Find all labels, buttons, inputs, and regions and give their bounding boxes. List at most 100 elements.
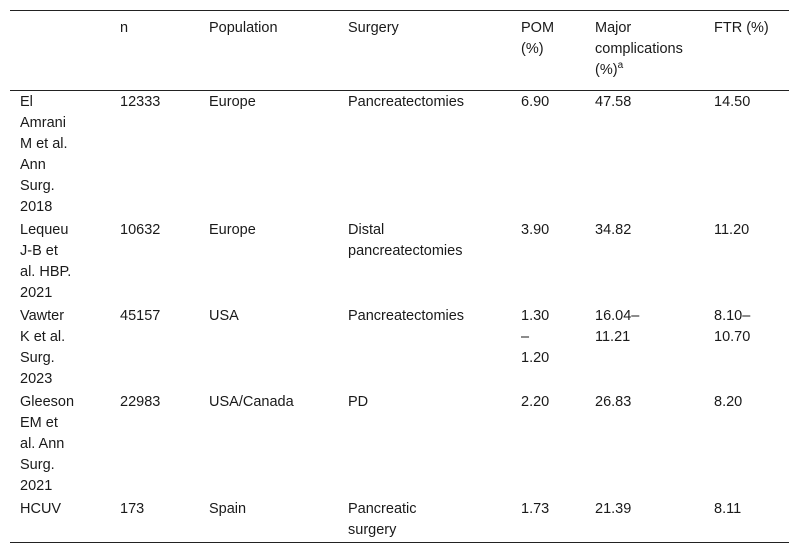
cell-ftr-line: 11.20 — [714, 222, 750, 238]
cell-population: Europe — [209, 94, 256, 110]
cell-surgery-line: Distal — [348, 222, 385, 238]
cell-study: Gleeson EM et al. Ann Surg. 2021 — [10, 391, 120, 498]
cell-study-line: al. HBP. — [20, 264, 72, 280]
cell-n: 12333 — [120, 94, 161, 110]
cell-major-complications-line: 34.82 — [595, 222, 632, 238]
cell-surgery: Distal pancreatectomies — [348, 219, 521, 305]
cell-ftr-line: 8.10– — [714, 308, 751, 324]
cell-population: USA/Canada — [209, 394, 294, 410]
header-row: n Population Surgery POM (%) Major compl… — [10, 10, 789, 91]
cell-study: Vawter K et al. Surg. 2023 — [10, 305, 120, 391]
cell-pom: 2.20 — [521, 391, 595, 498]
cell-study-line: Surg. — [20, 350, 55, 366]
cell-n: 10632 — [120, 222, 161, 238]
cell-surgery-line: Pancreatic — [348, 501, 417, 517]
cell-study: Lequeu J-B et al. HBP. 2021 — [10, 219, 120, 305]
cell-study-line: EM et — [20, 415, 58, 431]
cell-pom: 1.30 – 1.20 — [521, 305, 595, 391]
table-row: El Amrani M et al. Ann Surg. 2018 12333 Europe P… — [10, 91, 789, 220]
cell-surgery: Pancreatic surgery — [348, 498, 521, 543]
header-major-line: complications — [595, 41, 683, 57]
cell-study-line: Amrani — [20, 115, 66, 131]
header-major-line: (%)a — [595, 60, 714, 81]
cell-major-complications-line: 21.39 — [595, 501, 632, 517]
header-pom-line: POM — [521, 20, 555, 36]
cell-major-complications: 34.82 — [595, 219, 714, 305]
cell-surgery-line: Pancreatectomies — [348, 308, 465, 324]
cell-surgery-line: Pancreatectomies — [348, 94, 465, 110]
table-row: Gleeson EM et al. Ann Surg. 2021 22983 USA/Can… — [10, 391, 789, 498]
cell-pom-line: 1.73 — [521, 501, 550, 517]
cell-study: El Amrani M et al. Ann Surg. 2018 — [10, 91, 120, 220]
cell-pom: 1.73 — [521, 498, 595, 543]
table-header: n Population Surgery POM (%) Major compl… — [10, 10, 789, 91]
complications-table: n Population Surgery POM (%) Major compl… — [10, 10, 789, 543]
cell-population: Spain — [209, 501, 247, 517]
header-study — [10, 11, 120, 91]
cell-surgery-line: surgery — [348, 522, 397, 538]
cell-major-complications-line: 26.83 — [595, 394, 632, 410]
cell-study-line: Vawter — [20, 308, 65, 324]
cell-pom: 6.90 — [521, 91, 595, 220]
cell-study-line: El — [20, 94, 33, 110]
cell-study-line: K et al. — [20, 329, 66, 345]
cell-ftr: 8.10– 10.70 — [714, 305, 789, 391]
header-major-line: Major — [595, 20, 632, 36]
cell-pom-line: 6.90 — [521, 94, 550, 110]
cell-pom-line: 1.30 — [521, 308, 550, 324]
cell-population: USA — [209, 308, 239, 324]
header-major-unit: (%) — [595, 62, 618, 78]
cell-ftr-line: 8.20 — [714, 394, 743, 410]
cell-major-complications: 47.58 — [595, 91, 714, 220]
footnote-marker: a — [617, 60, 624, 72]
cell-major-complications: 16.04– 11.21 — [595, 305, 714, 391]
header-pom-line: (%) — [521, 41, 544, 57]
cell-ftr-line: 10.70 — [714, 329, 751, 345]
cell-n: 45157 — [120, 308, 161, 324]
cell-study-line: 2021 — [20, 285, 53, 301]
cell-population: Europe — [209, 222, 256, 238]
header-major-complications: Major complications (%)a — [595, 11, 714, 91]
cell-major-complications: 26.83 — [595, 391, 714, 498]
cell-study-line: Gleeson — [20, 394, 75, 410]
cell-ftr: 14.50 — [714, 91, 789, 220]
cell-pom-line: – — [521, 329, 530, 345]
cell-study-line: 2018 — [20, 199, 53, 215]
table-body: El Amrani M et al. Ann Surg. 2018 12333 Europe P… — [10, 91, 789, 543]
cell-ftr-line: 8.11 — [714, 501, 742, 517]
cell-surgery-line: pancreatectomies — [348, 243, 463, 259]
cell-ftr: 8.11 — [714, 498, 789, 543]
cell-ftr-line: 14.50 — [714, 94, 751, 110]
cell-study-line: 2021 — [20, 478, 53, 494]
cell-n: 22983 — [120, 394, 161, 410]
cell-study-line: Surg. — [20, 457, 55, 473]
cell-pom-line: 2.20 — [521, 394, 550, 410]
cell-surgery: Pancreatectomies — [348, 305, 521, 391]
cell-pom-line: 1.20 — [521, 350, 550, 366]
table-row: HCUV 173 Spain Pancreatic surgery 1.73 21.39 8.… — [10, 498, 789, 543]
cell-major-complications-line: 47.58 — [595, 94, 632, 110]
cell-study-line: 2023 — [20, 371, 53, 387]
cell-surgery-line: PD — [348, 394, 369, 410]
cell-major-complications-line: 11.21 — [595, 329, 631, 345]
cell-study-line: J-B et — [20, 243, 58, 259]
cell-pom-line: 3.90 — [521, 222, 550, 238]
cell-study-line: Ann — [20, 157, 46, 173]
cell-major-complications-line: 16.04– — [595, 308, 640, 324]
cell-surgery: Pancreatectomies — [348, 91, 521, 220]
header-population: Population — [209, 20, 278, 36]
cell-study-line: HCUV — [20, 501, 62, 517]
table-row: Lequeu J-B et al. HBP. 2021 10632 Europe Dista… — [10, 219, 789, 305]
header-n: n — [120, 20, 129, 36]
cell-study-line: M et al. — [20, 136, 68, 152]
cell-pom: 3.90 — [521, 219, 595, 305]
header-surgery: Surgery — [348, 20, 399, 36]
header-ftr: FTR (%) — [714, 20, 769, 36]
cell-study-line: Surg. — [20, 178, 55, 194]
cell-study: HCUV — [10, 498, 120, 543]
cell-n: 173 — [120, 501, 145, 517]
cell-surgery: PD — [348, 391, 521, 498]
cell-major-complications: 21.39 — [595, 498, 714, 543]
cell-study-line: al. Ann — [20, 436, 65, 452]
cell-ftr: 11.20 — [714, 219, 789, 305]
